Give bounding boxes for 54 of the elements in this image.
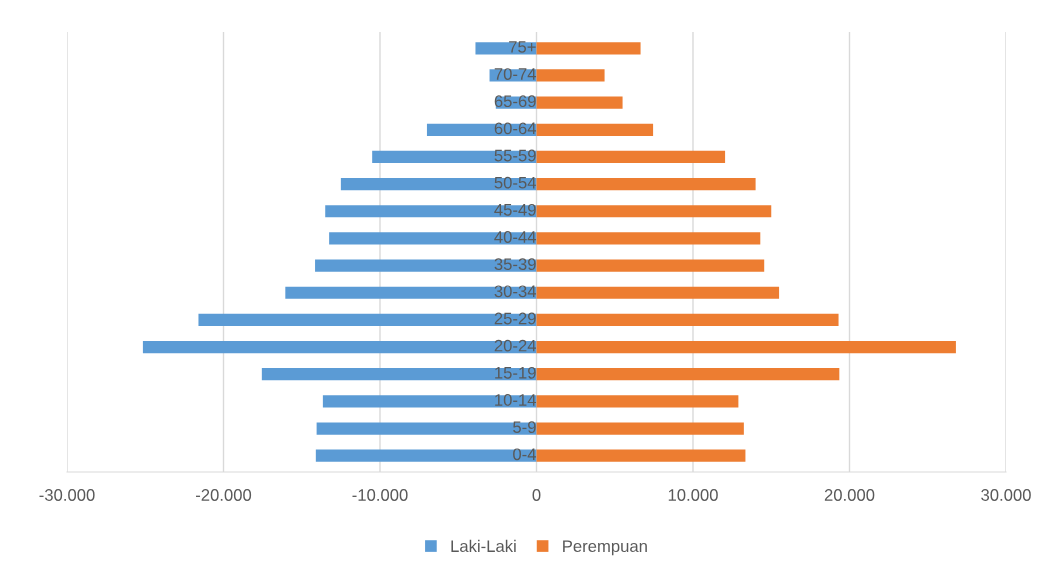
bar [536, 205, 772, 218]
bar [315, 449, 537, 462]
bar [322, 395, 537, 408]
bar [536, 449, 746, 462]
bar [316, 422, 537, 435]
y-tick-label: 50-54 [494, 176, 537, 189]
x-tick-label: 20.000 [824, 489, 875, 501]
x-tick-label: -30.000 [39, 489, 95, 501]
bar [536, 368, 840, 381]
bar [536, 123, 654, 136]
x-tick-label: 0 [532, 489, 541, 501]
bar [536, 232, 761, 245]
y-tick-label: 70-74 [494, 68, 537, 80]
bar [536, 177, 756, 191]
y-tick-label: 30-34 [494, 285, 537, 298]
bar [372, 150, 537, 164]
bar [426, 123, 537, 136]
x-tick-label: 30.000 [981, 489, 1031, 501]
bar [315, 259, 537, 272]
bar [142, 340, 537, 354]
y-tick-label: 10-14 [495, 394, 537, 406]
bar [340, 177, 537, 191]
y-tick-label: 55-59 [494, 149, 536, 162]
bar [536, 340, 956, 354]
bar [329, 232, 537, 245]
bar [536, 150, 726, 164]
bar [536, 313, 839, 327]
y-tick-label: 0-4 [513, 448, 537, 461]
legend-label: Perempuan [563, 540, 647, 556]
legend-label: Laki-Laki [451, 539, 516, 553]
bar [536, 422, 744, 435]
x-tick-label: -10.000 [352, 489, 408, 501]
y-tick-label: 40-44 [494, 231, 537, 243]
bar [536, 286, 780, 299]
bar [198, 313, 537, 327]
bar [536, 96, 623, 109]
bar [325, 205, 537, 218]
x-tick-label: 10.000 [668, 489, 718, 501]
bar [475, 42, 537, 55]
bar [536, 69, 605, 82]
y-tick-label: 60-64 [494, 122, 537, 135]
y-tick-label: 75+ [509, 41, 536, 53]
y-tick-label: 5-9 [513, 421, 536, 434]
bar [285, 286, 537, 299]
y-tick-label: 35-39 [494, 258, 536, 271]
bar [261, 368, 537, 381]
y-tick-label: 20-24 [494, 339, 537, 352]
bar [536, 395, 739, 408]
bar [536, 42, 641, 55]
y-tick-label: 15-19 [495, 366, 536, 379]
bar [536, 259, 765, 272]
y-tick-label: 25-29 [494, 312, 536, 325]
x-tick-label: -20.000 [195, 489, 252, 501]
y-tick-label: 45-49 [494, 203, 536, 216]
